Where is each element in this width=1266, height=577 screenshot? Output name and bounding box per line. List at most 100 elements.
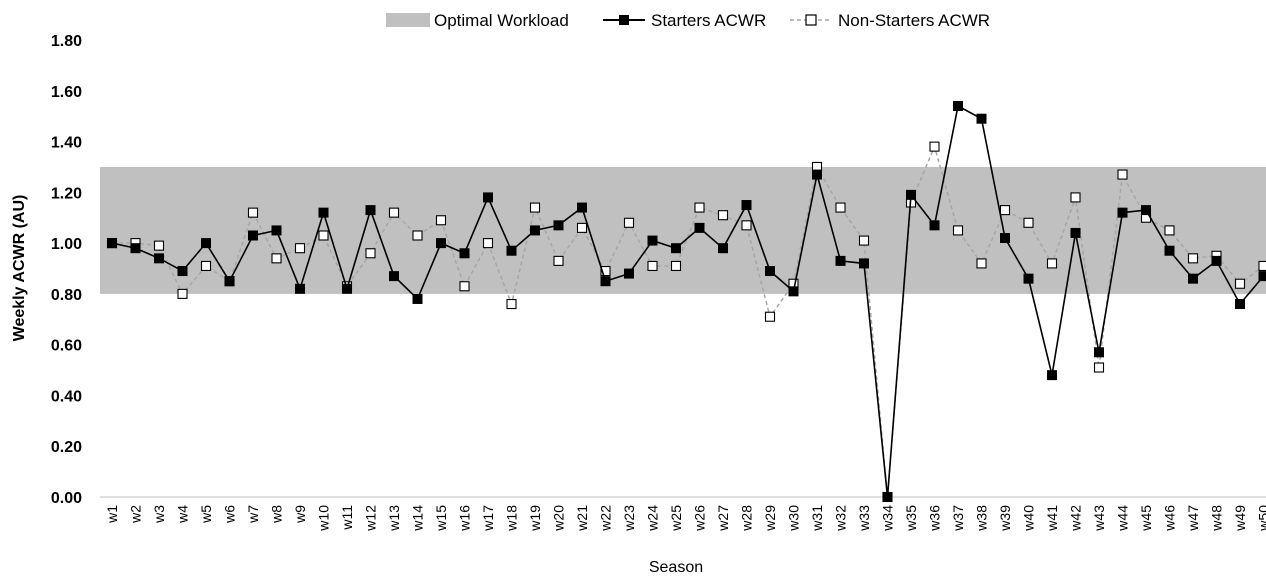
legend-label-starters: Starters ACWR [651, 11, 766, 30]
point-starters [412, 293, 423, 304]
series-layer [106, 101, 1266, 503]
point-non-starters [553, 255, 564, 266]
x-tick-label: w18 [504, 505, 520, 532]
point-non-starters [858, 235, 870, 246]
x-tick-label: w17 [480, 505, 496, 532]
point-starters [647, 235, 658, 246]
x-tick-label: w30 [786, 505, 802, 532]
x-tick-label: w20 [551, 505, 567, 532]
legend-marker-non-starters [805, 14, 817, 26]
point-starters [1023, 273, 1034, 284]
y-axis-title: Weekly ACWR (AU) [11, 195, 28, 342]
point-non-starters [412, 230, 423, 241]
point-starters [577, 202, 587, 213]
x-tick-label: w45 [1138, 505, 1154, 532]
x-tick-label: w48 [1209, 505, 1225, 532]
point-non-starters [929, 141, 940, 152]
point-starters [882, 492, 893, 502]
x-tick-label: w35 [903, 505, 919, 532]
series-starters [107, 101, 1266, 502]
point-starters [1235, 299, 1245, 310]
y-tick-label: 1.00 [51, 236, 82, 253]
point-starters [906, 189, 916, 200]
y-tick-labels: 0.00 0.20 0.40 0.60 0.80 1.00 1.20 1.40 1.60 1.80 [51, 33, 82, 507]
x-tick-label: w3 [151, 505, 167, 524]
point-non-starters [529, 202, 541, 213]
x-tick-label: w24 [645, 505, 661, 532]
x-tick-label: w10 [316, 505, 332, 532]
point-starters [835, 255, 846, 266]
point-non-starters [459, 281, 470, 292]
point-non-starters [952, 225, 964, 236]
point-starters [1141, 205, 1151, 216]
point-non-starters [1234, 278, 1246, 289]
point-starters [201, 238, 211, 249]
point-non-starters [600, 265, 611, 277]
y-tick-label: 0.80 [51, 287, 82, 304]
point-non-starters [1117, 169, 1128, 180]
point-non-starters [482, 238, 494, 249]
point-starters [295, 283, 305, 294]
point-starters [389, 271, 399, 282]
point-starters [1258, 271, 1266, 282]
point-non-starters [200, 260, 212, 272]
point-starters [530, 225, 540, 236]
x-tick-label: w31 [809, 505, 825, 532]
x-tick-label: w19 [527, 505, 543, 532]
x-tick-label: w41 [1044, 505, 1060, 532]
x-tick-label: w5 [198, 505, 214, 524]
x-tick-label: w49 [1232, 505, 1248, 532]
point-starters [788, 286, 799, 297]
x-tick-label: w16 [457, 505, 473, 532]
x-tick-label: w1 [104, 505, 120, 524]
x-tick-label: w4 [175, 505, 191, 524]
point-non-starters [271, 253, 282, 264]
point-non-starters [576, 222, 588, 233]
x-tick-label: w13 [386, 505, 402, 532]
x-tick-label: w21 [574, 505, 590, 532]
x-tick-label: w43 [1091, 505, 1107, 532]
y-tick-label: 1.20 [51, 185, 82, 202]
x-tick-label: w50 [1256, 505, 1266, 532]
x-tick-label: w47 [1185, 505, 1201, 532]
point-non-starters [1258, 260, 1266, 272]
point-non-starters [388, 207, 400, 218]
point-starters [953, 101, 963, 112]
x-tick-label: w37 [950, 505, 966, 532]
x-tick-label: w7 [245, 505, 261, 524]
legend-swatch-optimal-workload [386, 13, 430, 27]
point-starters [694, 222, 705, 233]
point-non-starters [435, 215, 447, 226]
point-non-starters [294, 243, 306, 254]
point-non-starters [1093, 362, 1105, 373]
point-starters [976, 113, 987, 124]
point-starters [1211, 255, 1222, 266]
point-starters [812, 169, 822, 180]
x-tick-label: w11 [339, 505, 355, 531]
point-non-starters [694, 202, 705, 213]
point-starters [224, 276, 235, 287]
point-starters [248, 230, 258, 241]
point-starters [365, 205, 376, 216]
x-tick-label: w8 [269, 505, 285, 524]
point-non-starters [177, 288, 188, 299]
x-tick-label: w32 [833, 505, 849, 532]
point-starters [1164, 245, 1175, 256]
point-non-starters [764, 311, 776, 322]
x-tick-label: w33 [856, 505, 872, 532]
point-non-starters [623, 217, 635, 228]
point-starters [318, 207, 329, 218]
x-axis-title: Season [649, 559, 703, 576]
legend: Optimal Workload Starters ACWR Non-Start… [386, 11, 990, 30]
x-tick-label: w42 [1068, 505, 1084, 532]
line-starters [111, 104, 1265, 498]
point-non-starters [1187, 253, 1199, 264]
x-tick-label: w34 [880, 505, 896, 532]
point-starters [624, 268, 634, 279]
point-starters [271, 225, 282, 236]
point-starters [859, 258, 869, 269]
x-tick-label: w29 [762, 505, 778, 532]
point-non-starters [1046, 258, 1058, 269]
x-tick-label: w38 [974, 505, 990, 532]
point-starters [1000, 233, 1010, 244]
